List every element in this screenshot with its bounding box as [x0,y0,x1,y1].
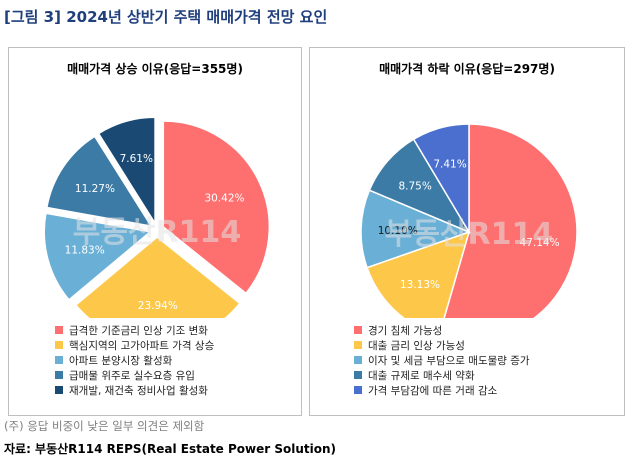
slice-value-label: 23.94% [138,300,178,312]
figure-title: [그림 3] 2024년 상반기 주택 매매가격 전망 요인 [4,8,328,26]
slice-value-label: 10.10% [378,225,418,237]
chart-title-fall: 매매가격 하락 이유(응답=297명) [379,62,555,76]
slice-value-label: 13.13% [400,279,440,291]
pie-slice [366,230,471,318]
legend-label: 재개발, 재건축 정비사업 활성화 [69,385,208,397]
slice-value-label: 11.27% [75,183,115,195]
slice-value-label: 7.61% [120,153,153,165]
chart-panel-rise: 매매가격 상승 이유(응답=355명) 30.42% 23.94% 11.83% 11… [8,47,302,416]
pie-slice [43,212,152,301]
legend-item: 급매물 위주로 실수요층 유입 [55,369,214,384]
slice-value-label: 7.41% [433,158,466,170]
legend-swatch [354,371,362,379]
legend-item: 재개발, 재건축 정비사업 활성화 [55,384,214,399]
pie-slice [443,123,578,318]
pie-chart-rise: 30.42% 23.94% 11.83% 11.27% 7.61% 부동산R114 [43,116,270,318]
slice-value-label: 11.83% [65,244,105,256]
pie-chart-fall: 47.14% 13.13% 10.10% 8.75%7.41% 부동산R114 [360,123,578,318]
legend-item: 급격한 기준금리 인상 기조 변화 [55,324,214,339]
legend-label: 이자 및 세금 부담으로 매도물량 증가 [368,355,530,367]
pie-slice [162,120,270,295]
legend-item: 경기 침체 가능성 [354,324,530,339]
legend-label: 경기 침체 가능성 [368,325,443,337]
slice-value-label: 8.75% [398,180,431,192]
watermark: 부동산R114 [73,215,242,250]
legend-item: 이자 및 세금 부담으로 매도물량 증가 [354,354,530,369]
legend-label: 아파트 분양시장 활성화 [69,355,173,367]
legend-label: 핵심지역의 고가아파트 가격 상승 [69,340,215,352]
chart-title-rise: 매매가격 상승 이유(응답=355명) [67,62,243,76]
pie-slice [74,236,241,318]
legend-label: 가격 부담감에 따른 거래 감소 [368,385,498,397]
legend-item: 대출 금리 인상 가능성 [354,339,530,354]
pie-slice [360,189,472,269]
legend-item: 대출 규제로 매수세 약화 [354,369,530,384]
pie-slice [97,116,156,226]
legend-label: 급매물 위주로 실수요층 유입 [69,370,195,382]
legend-swatch [55,356,63,364]
legend-swatch [55,386,63,394]
legend-item: 아파트 분양시장 활성화 [55,354,214,369]
legend-swatch [354,326,362,334]
slice-value-label: 47.14% [520,237,560,249]
legend-swatch [354,341,362,349]
legend-label: 급격한 기준금리 인상 기조 변화 [69,325,208,337]
pie-slice [412,123,470,235]
footnote: (주) 응답 비중이 낮은 일부 의견은 제외함 [4,419,205,433]
legend-item: 핵심지역의 고가아파트 가격 상승 [55,339,214,354]
legend-swatch [354,386,362,394]
chart-panel-fall: 매매가격 하락 이유(응답=297명) 47.14% 13.13% 10.10% 8.… [309,47,625,416]
slice-value-label: 30.42% [204,193,244,205]
legend-label: 대출 규제로 매수세 약화 [368,370,475,382]
legend-swatch [55,341,63,349]
watermark: 부동산R114 [385,217,554,252]
legend-swatch [55,326,63,334]
pie-slice [45,135,153,228]
legend-item: 가격 부담감에 따른 거래 감소 [354,384,530,399]
legend-swatch [354,356,362,364]
source-line: 자료: 부동산R114 REPS(Real Estate Power Solut… [4,442,337,456]
legend-label: 대출 금리 인상 가능성 [368,340,465,352]
legend-swatch [55,371,63,379]
